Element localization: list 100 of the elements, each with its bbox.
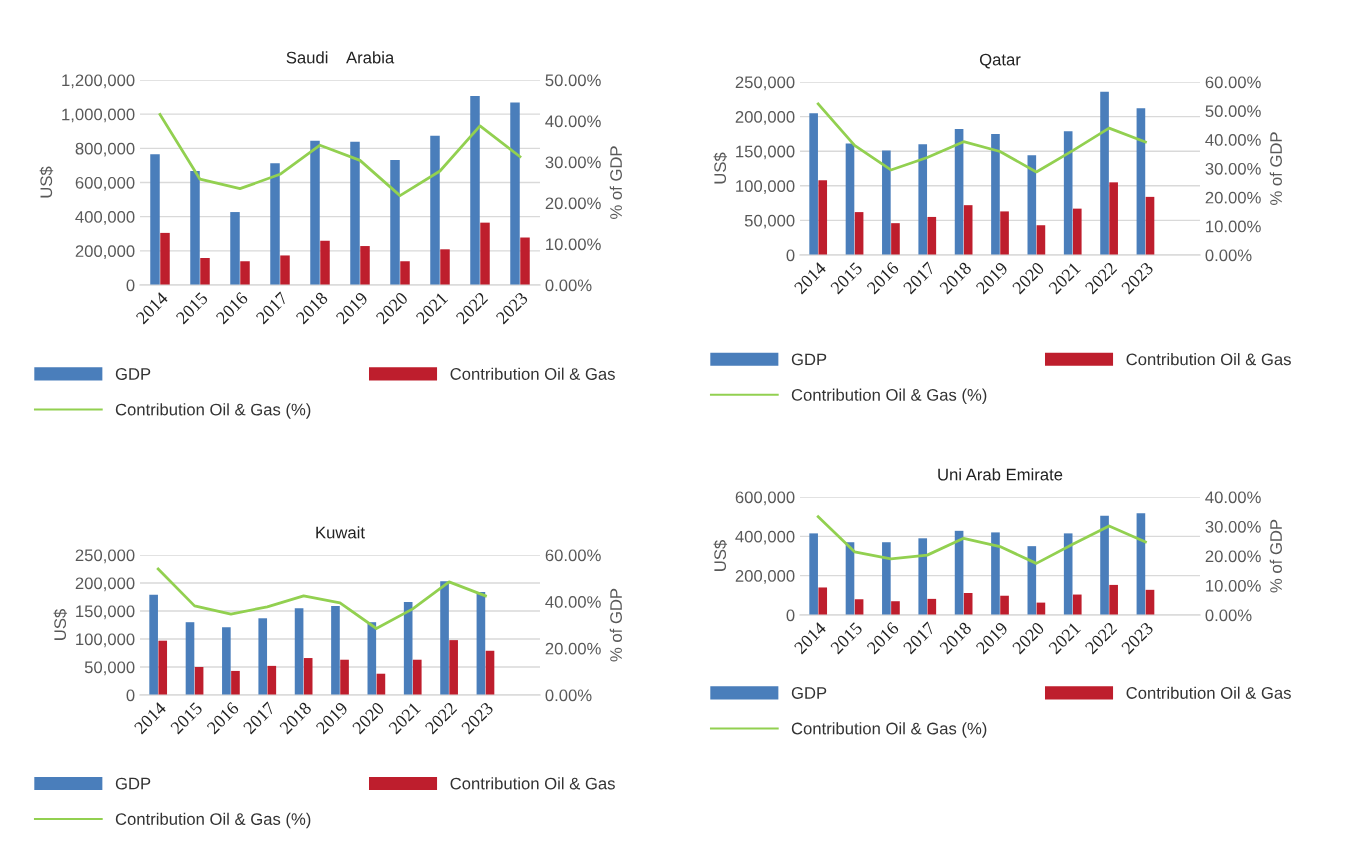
bar: [1000, 595, 1009, 615]
y2-tick-label: 30.00%: [1205, 520, 1261, 533]
y2-tick-label: 0.00%: [545, 279, 592, 292]
y-tick-label: 1,200,000: [62, 74, 135, 89]
bar: [1100, 515, 1109, 615]
bar: [200, 258, 210, 285]
bar: [430, 135, 440, 285]
legend-label: GDP: [791, 687, 827, 699]
y-axis-title: US$: [39, 166, 54, 198]
y-axis-title: US$: [713, 152, 728, 184]
bar: [809, 533, 818, 615]
bar: [818, 180, 828, 255]
bar: [310, 140, 320, 285]
y-tick-label: 250,000: [75, 549, 135, 564]
y-tick-label: 800,000: [75, 142, 135, 157]
legend-label: GDP: [115, 777, 151, 790]
legend-label: Contribution Oil & Gas: [450, 777, 615, 790]
bar: [818, 587, 828, 615]
bar: [1145, 196, 1155, 255]
legend-label: Contribution Oil & Gas: [450, 367, 615, 380]
y2-tick-label: 0.00%: [1205, 249, 1252, 262]
bar: [927, 598, 937, 615]
bar: [294, 608, 304, 695]
bar: [320, 240, 330, 285]
y-tick-label: 200,000: [735, 570, 795, 584]
y-axis-title: US$: [53, 609, 68, 640]
bar: [963, 592, 973, 615]
y2-tick-label: 0.00%: [545, 689, 592, 702]
bar: [150, 154, 160, 285]
y2-tick-label: 60.00%: [1205, 76, 1261, 89]
line-series: [816, 102, 1147, 174]
bar: [991, 532, 1000, 615]
line-series: [158, 113, 522, 198]
bar: [331, 605, 340, 695]
bar: [470, 95, 480, 285]
bar: [190, 170, 200, 285]
bar: [991, 133, 1000, 255]
y2-axis-title: % of GDP: [1269, 519, 1282, 593]
legend-label: Contribution Oil & Gas (%): [791, 722, 987, 738]
bar: [258, 618, 268, 695]
y2-tick-label: 0.00%: [1205, 609, 1252, 622]
bar: [510, 102, 520, 285]
bar: [1100, 91, 1109, 255]
bar: [160, 232, 170, 285]
bar: [1063, 533, 1073, 615]
y2-tick-label: 40.00%: [545, 596, 601, 608]
y2-tick-label: 40.00%: [1205, 491, 1261, 504]
y2-axis-title: % of GDP: [609, 588, 622, 662]
bar: [280, 255, 290, 285]
bar: [854, 212, 864, 255]
legend-label: GDP: [115, 368, 151, 380]
bar: [303, 658, 313, 695]
bar: [440, 581, 449, 695]
bar: [185, 622, 195, 695]
bar: [1063, 131, 1073, 255]
chart-title: Qatar: [979, 53, 1021, 69]
legend-label: Contribution Oil & Gas (%): [791, 388, 987, 405]
y-tick-label: 50,000: [84, 661, 135, 676]
legend-label: Contribution Oil & Gas (%): [115, 403, 311, 419]
y-tick-label: 600,000: [735, 491, 795, 506]
bar: [485, 650, 495, 695]
y2-tick-label: 40.00%: [1205, 134, 1261, 146]
y2-tick-label: 30.00%: [545, 156, 601, 169]
bar: [891, 601, 900, 615]
bar: [927, 216, 937, 255]
y-tick-label: 250,000: [735, 76, 795, 91]
y2-tick-label: 10.00%: [546, 238, 601, 251]
y-tick-label: 200,000: [735, 111, 795, 125]
y-tick-label: 150,000: [76, 605, 135, 620]
y2-tick-label: 20.00%: [545, 642, 601, 655]
chart-title: Saudi Arabia: [286, 51, 395, 64]
y-tick-label: 0: [786, 609, 795, 622]
y-tick-label: 1,000,000: [62, 108, 135, 123]
y-tick-label: 200,000: [75, 577, 135, 592]
y2-axis-title: % of GDP: [609, 146, 622, 219]
y-tick-label: 400,000: [735, 530, 795, 545]
bar: [1109, 182, 1118, 255]
bar: [1109, 584, 1118, 615]
y2-tick-label: 20.00%: [1205, 550, 1261, 563]
y2-tick-label: 50.00%: [545, 74, 601, 87]
bar: [480, 222, 490, 285]
bar: [1136, 108, 1146, 255]
bar: [440, 249, 450, 285]
legend-label: Contribution Oil & Gas (%): [115, 812, 311, 829]
bar: [520, 237, 530, 285]
bar: [340, 659, 349, 695]
bar: [350, 141, 360, 285]
bar: [240, 261, 250, 285]
y-tick-label: 400,000: [75, 211, 135, 225]
bar: [882, 150, 891, 255]
bar: [158, 640, 168, 695]
line-series: [816, 515, 1147, 565]
y-tick-label: 50,000: [744, 214, 795, 229]
y-tick-label: 150,000: [736, 145, 795, 160]
bar: [845, 143, 855, 255]
bar: [360, 246, 370, 285]
bar: [230, 212, 240, 285]
y2-tick-label: 10.00%: [1206, 579, 1261, 592]
y2-tick-label: 20.00%: [545, 197, 601, 210]
y2-tick-label: 30.00%: [1205, 162, 1261, 175]
